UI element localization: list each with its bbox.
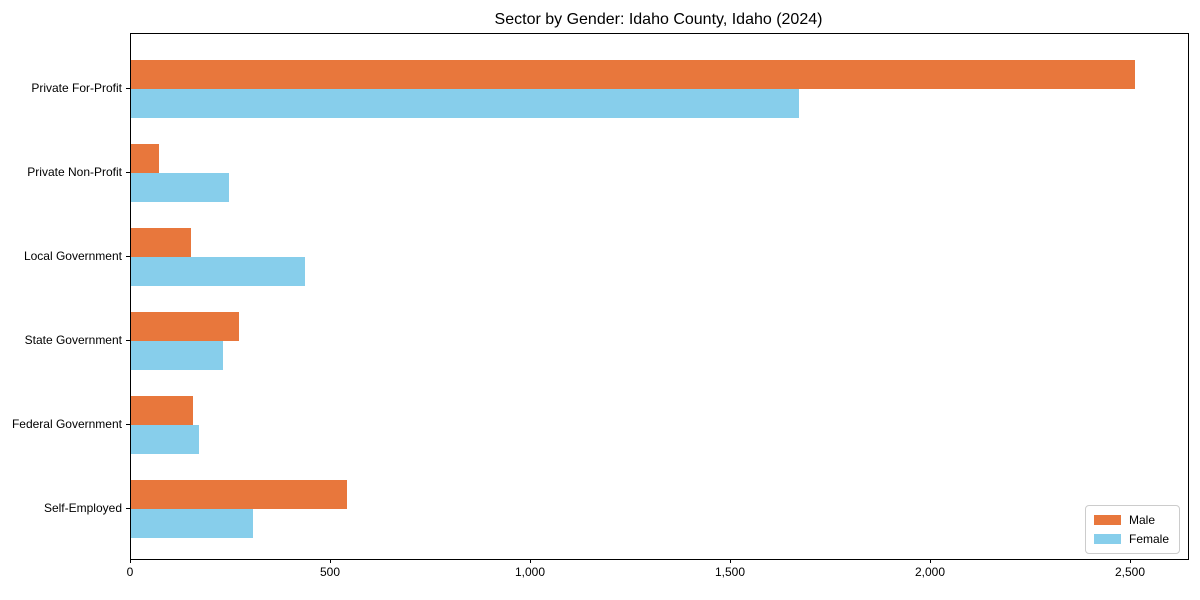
bar-female-federal-government <box>131 425 199 454</box>
x-axis-label-2-500: 2,500 <box>1114 565 1146 579</box>
x-tick-mark <box>330 559 331 563</box>
y-tick-mark <box>126 256 130 257</box>
bar-male-private-non-profit <box>131 144 159 173</box>
bar-female-private-for-profit <box>131 89 799 118</box>
bar-male-private-for-profit <box>131 60 1135 89</box>
y-axis-label-local-government: Local Government <box>23 249 122 263</box>
x-tick-mark <box>730 559 731 563</box>
x-axis-label-500: 500 <box>319 565 341 579</box>
x-tick-mark <box>530 559 531 563</box>
bar-female-self-employed <box>131 509 253 538</box>
bar-male-federal-government <box>131 396 193 425</box>
y-tick-mark <box>126 508 130 509</box>
legend-label-female: Female <box>1128 532 1169 546</box>
plot-area: Male Female <box>130 33 1189 560</box>
y-tick-mark <box>126 340 130 341</box>
x-tick-mark <box>1130 559 1131 563</box>
x-tick-mark <box>130 559 131 563</box>
y-axis-label-private-for-profit: Private For-Profit <box>31 81 122 95</box>
y-axis-label-private-non-profit: Private Non-Profit <box>27 165 122 179</box>
bar-male-self-employed <box>131 480 347 509</box>
y-axis-label-state-government: State Government <box>24 333 122 347</box>
legend-item-female: Female <box>1093 532 1169 546</box>
y-axis-label-self-employed: Self-Employed <box>43 501 122 515</box>
x-tick-mark <box>930 559 931 563</box>
chart-title: Sector by Gender: Idaho County, Idaho (2… <box>494 11 823 28</box>
bar-male-local-government <box>131 228 191 257</box>
bar-female-state-government <box>131 341 223 370</box>
x-axis-label-2-000: 2,000 <box>914 565 946 579</box>
bar-female-private-non-profit <box>131 173 229 202</box>
y-axis-label-federal-government: Federal Government <box>11 417 122 431</box>
legend-swatch-female <box>1093 534 1121 544</box>
bar-female-local-government <box>131 257 305 286</box>
legend-item-male: Male <box>1093 513 1169 527</box>
legend-swatch-male <box>1093 515 1121 525</box>
x-axis-label-1-000: 1,000 <box>514 565 546 579</box>
y-tick-mark <box>126 424 130 425</box>
x-axis-label-0: 0 <box>126 565 134 579</box>
y-tick-mark <box>126 88 130 89</box>
legend-label-male: Male <box>1128 513 1155 527</box>
x-axis-label-1-500: 1,500 <box>714 565 746 579</box>
bar-male-state-government <box>131 312 239 341</box>
y-tick-mark <box>126 172 130 173</box>
legend: Male Female <box>1084 505 1180 554</box>
